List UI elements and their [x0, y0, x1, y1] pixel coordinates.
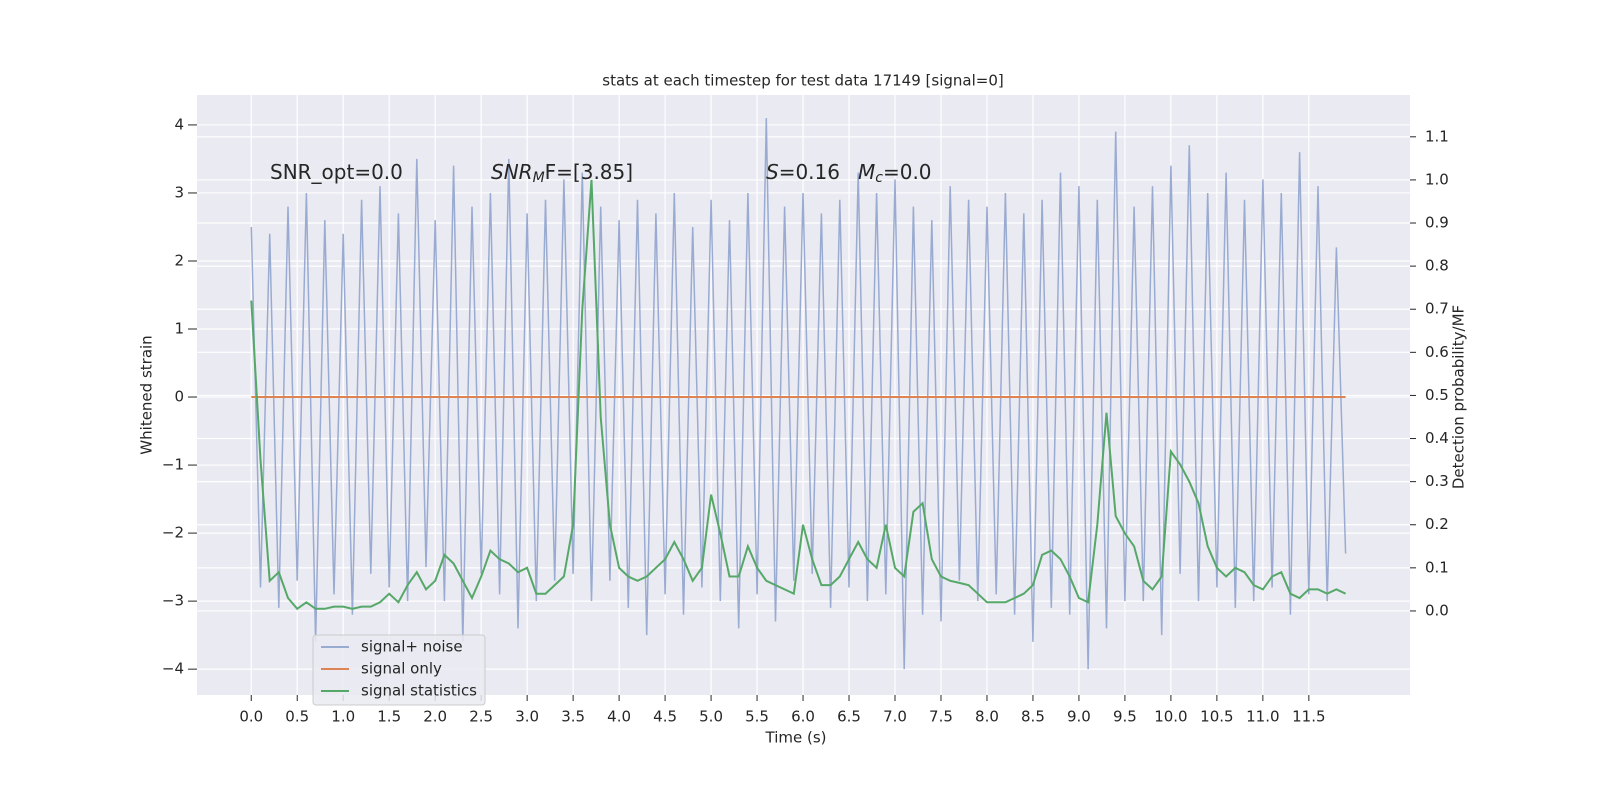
x-tick-label: 3.0: [515, 708, 539, 726]
x-tick-label: 10.0: [1154, 708, 1187, 726]
legend-box: [312, 634, 486, 706]
y2-tick-label: 0.7: [1425, 300, 1449, 318]
y-tick-label: −2: [162, 524, 184, 542]
y-tick-label: 3: [174, 183, 184, 201]
x-axis-label: Time (s): [765, 729, 827, 747]
y-tick-label: −4: [162, 660, 184, 678]
y2-tick-label: 0.3: [1425, 472, 1449, 490]
legend-label: signal+ noise: [361, 638, 463, 656]
annotation: SNRMF=[3.85]: [491, 160, 633, 187]
y2-axis-label: Detection probability/MF: [1450, 305, 1468, 489]
x-tick-label: 2.0: [423, 708, 447, 726]
annotation-sub: M: [533, 170, 545, 186]
x-tick-label: 4.0: [607, 708, 631, 726]
legend-label: signal statistics: [361, 682, 477, 700]
x-tick-label: 1.0: [331, 708, 355, 726]
x-tick-label: 5.0: [699, 708, 723, 726]
x-tick-label: 0.5: [285, 708, 309, 726]
y2-tick-label: 0.2: [1425, 515, 1449, 533]
y-tick-label: 4: [174, 115, 184, 133]
x-tick-label: 4.5: [653, 708, 677, 726]
annotation: S=0.16: [766, 160, 840, 184]
annotation-rest: F=[3.85]: [545, 160, 633, 184]
annotation-rest: =0.16: [779, 160, 840, 184]
y-tick-label: 0: [174, 388, 184, 406]
annotation-main: SNR_opt=0.0: [270, 160, 403, 184]
x-tick-label: 8.0: [975, 708, 999, 726]
y2-tick-label: 0.8: [1425, 257, 1449, 275]
x-tick-label: 0.0: [239, 708, 263, 726]
chart-title: stats at each timestep for test data 171…: [602, 72, 1003, 90]
y2-tick-label: 0.1: [1425, 558, 1449, 576]
annotation-main: SNR: [491, 160, 533, 184]
x-tick-label: 10.5: [1200, 708, 1233, 726]
y2-tick-label: 1.1: [1425, 127, 1449, 145]
y2-tick-label: 0.4: [1425, 429, 1449, 447]
y-tick-label: 1: [174, 320, 184, 338]
y-axis-label: Whitened strain: [138, 335, 156, 454]
x-tick-label: 11.5: [1292, 708, 1325, 726]
x-tick-label: 6.0: [791, 708, 815, 726]
y2-tick-label: 0.0: [1425, 601, 1449, 619]
y2-tick-label: 0.6: [1425, 343, 1449, 361]
data-layer: [250, 118, 1347, 670]
x-tick-label: 9.0: [1067, 708, 1091, 726]
y-tick-label: −3: [162, 592, 184, 610]
x-tick-label: 5.5: [745, 708, 769, 726]
y-tick-label: 2: [174, 251, 184, 269]
x-tick-label: 9.5: [1113, 708, 1137, 726]
annotation-rest: =0.0: [883, 160, 932, 184]
series-line: [250, 179, 1347, 611]
legend-label: signal only: [361, 660, 442, 678]
y2-tick-label: 1.0: [1425, 170, 1449, 188]
x-tick-label: 6.5: [837, 708, 861, 726]
x-tick-label: 2.5: [469, 708, 493, 726]
y2-tick-label: 0.5: [1425, 386, 1449, 404]
x-tick-label: 1.5: [377, 708, 401, 726]
x-tick-label: 11.0: [1246, 708, 1279, 726]
x-tick-label: 3.5: [561, 708, 585, 726]
x-tick-label: 7.5: [929, 708, 953, 726]
annotation-sub: c: [875, 170, 883, 186]
x-tick-label: 8.5: [1021, 708, 1045, 726]
annotation: Mc=0.0: [858, 160, 932, 187]
annotation-main: M: [858, 160, 875, 184]
annotation: SNR_opt=0.0: [270, 160, 403, 184]
legend: signal+ noise signal only signal statistic…: [312, 634, 486, 706]
annotation-main: S: [766, 160, 779, 184]
y2-tick-label: 0.9: [1425, 214, 1449, 232]
x-tick-label: 7.0: [883, 708, 907, 726]
y-tick-label: −1: [162, 456, 184, 474]
